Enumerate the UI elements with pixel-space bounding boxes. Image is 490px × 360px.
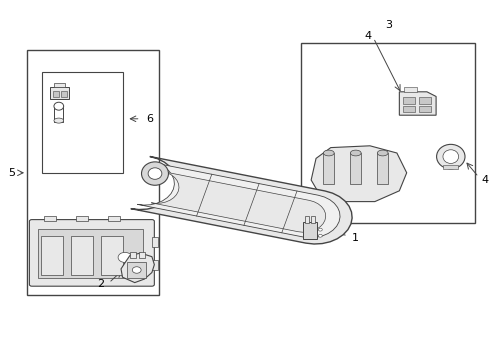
Text: 1: 1	[352, 233, 359, 243]
Bar	[101, 236, 123, 275]
Bar	[419, 106, 431, 112]
Bar	[350, 153, 361, 184]
Bar	[305, 216, 309, 223]
Bar	[301, 43, 475, 223]
Bar	[139, 252, 145, 258]
Bar	[130, 252, 136, 258]
Polygon shape	[131, 157, 352, 244]
Bar	[108, 216, 120, 221]
Bar	[443, 165, 458, 169]
Bar	[419, 97, 431, 104]
Bar	[76, 216, 88, 221]
Bar	[27, 50, 159, 295]
Polygon shape	[151, 171, 326, 232]
Bar	[323, 153, 334, 184]
Ellipse shape	[437, 144, 465, 169]
Text: 4: 4	[482, 175, 489, 185]
Bar	[54, 106, 63, 122]
Text: 5: 5	[8, 168, 15, 178]
Ellipse shape	[350, 150, 361, 156]
Ellipse shape	[54, 102, 64, 110]
Bar	[404, 87, 416, 92]
Bar	[127, 262, 146, 278]
Polygon shape	[311, 146, 407, 202]
Bar	[41, 236, 63, 275]
Bar	[61, 91, 67, 97]
Polygon shape	[137, 163, 340, 238]
Bar	[152, 237, 158, 247]
Ellipse shape	[148, 168, 162, 179]
Ellipse shape	[318, 228, 322, 231]
Bar	[44, 216, 56, 221]
Ellipse shape	[132, 267, 141, 273]
Ellipse shape	[54, 118, 64, 123]
Bar	[50, 87, 69, 99]
Bar	[71, 236, 93, 275]
Bar	[303, 222, 317, 239]
Bar	[42, 72, 122, 173]
Bar	[377, 153, 388, 184]
Ellipse shape	[443, 150, 459, 163]
Ellipse shape	[377, 150, 388, 156]
Polygon shape	[121, 253, 154, 283]
Ellipse shape	[323, 150, 334, 156]
Bar	[152, 260, 158, 270]
Bar	[311, 216, 315, 223]
Bar	[53, 91, 59, 97]
Ellipse shape	[142, 162, 169, 185]
Polygon shape	[399, 92, 436, 115]
Bar	[38, 229, 143, 278]
Bar	[403, 97, 415, 104]
Text: 2: 2	[97, 279, 104, 289]
Ellipse shape	[118, 252, 132, 262]
Text: 3: 3	[385, 20, 392, 30]
Bar	[403, 106, 415, 112]
FancyBboxPatch shape	[29, 220, 154, 286]
Text: 6: 6	[146, 114, 153, 124]
Bar	[54, 83, 65, 87]
Ellipse shape	[318, 234, 322, 237]
Text: 4: 4	[364, 31, 371, 41]
